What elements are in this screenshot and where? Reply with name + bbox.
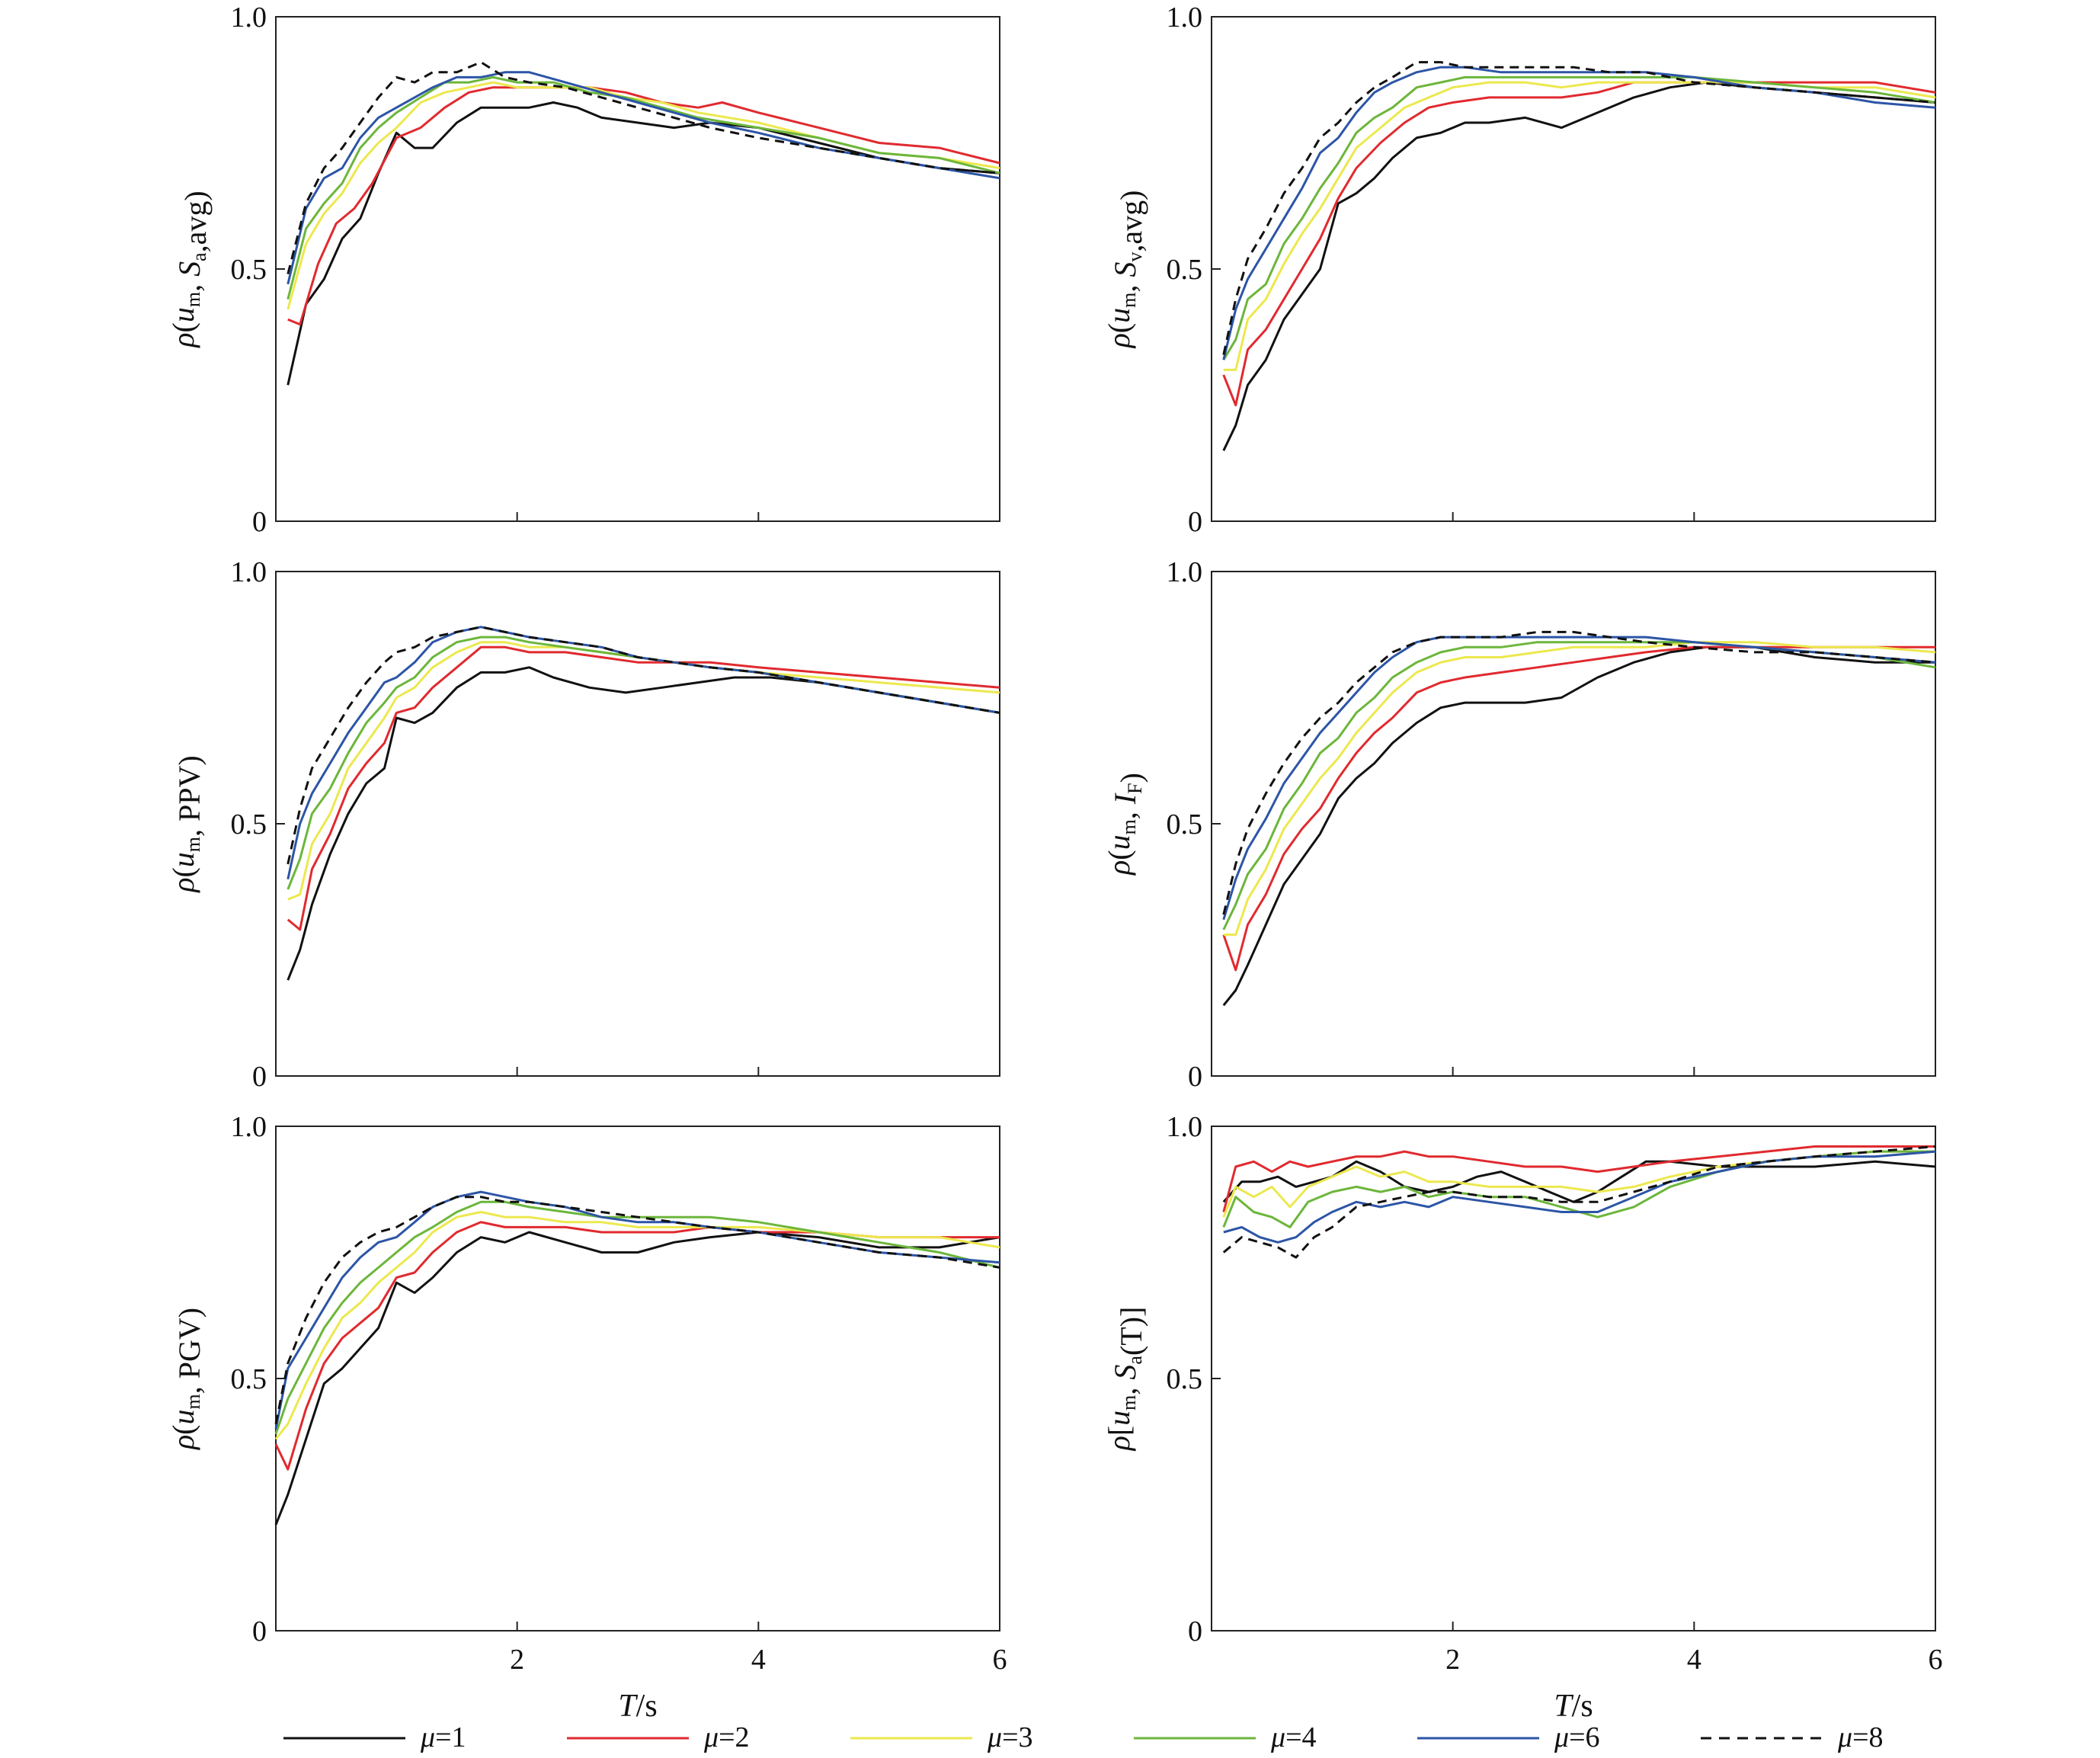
series-line-mu6 [287, 71, 1000, 285]
legend-label-mu4: μ=4 [1270, 1721, 1317, 1753]
y-tick-label: 0 [252, 1061, 267, 1093]
y-tick-label: 0.5 [231, 809, 267, 841]
y-tick-label: 0 [252, 1616, 267, 1648]
series-line-mu1 [1222, 81, 1936, 451]
y-tick-label: 0 [1188, 506, 1202, 538]
y-axis-label: ρ(um, Sa,avg) [166, 191, 213, 348]
x-tick-label: 2 [1445, 1644, 1460, 1676]
series-line-mu3 [1223, 81, 1936, 371]
y-tick-label: 1.0 [1167, 2, 1203, 34]
series-line-mu6 [1223, 1150, 1936, 1244]
series-line-mu3 [274, 1211, 1000, 1440]
series-line-mu4 [274, 1200, 1000, 1435]
y-tick-label: 0 [1188, 1616, 1202, 1648]
series-line-mu8 [1222, 61, 1936, 355]
y-axis-label: ρ[um, Sa(T)] [1102, 1307, 1148, 1452]
y-axis-label: ρ(um, Sv,avg) [1102, 191, 1148, 350]
y-tick-label: 0.5 [1167, 254, 1203, 286]
legend: μ=1 μ=2 μ=3 μ=4 μ=6 μ=8 [283, 1721, 1884, 1753]
legend-label-mu1: μ=1 [420, 1721, 466, 1753]
plot-frame [275, 16, 1000, 522]
y-tick-label: 1.0 [231, 556, 267, 588]
series-line-mu8 [1222, 630, 1936, 915]
chart-panel-4: 0 0.5 1.0 ρ(um, IF) [1102, 556, 1936, 1093]
legend-label-mu2: μ=2 [703, 1721, 750, 1753]
series-line-mu8 [274, 1196, 1000, 1424]
y-tick-label: 1.0 [231, 1111, 267, 1143]
series-line-mu1 [1222, 645, 1935, 1007]
series-line-mu6 [287, 626, 1000, 880]
x-axis-label: T/s [618, 1689, 657, 1724]
y-tick-label: 0.5 [1167, 1363, 1203, 1395]
series-line-mu6 [1222, 636, 1936, 921]
legend-label-mu8: μ=8 [1837, 1721, 1884, 1753]
y-tick-label: 0.5 [1167, 809, 1203, 841]
series-line-mu4 [1222, 641, 1936, 930]
y-axis-label: ρ(um, PPV) [166, 755, 206, 893]
y-tick-label: 0 [1188, 1061, 1202, 1093]
y-tick-label: 0 [252, 506, 267, 538]
chart-panel-6: 0 0.5 1.0 2 4 6 ρ[um, Sa(T)] [1102, 1111, 1943, 1676]
series-line-mu1 [1222, 1160, 1936, 1203]
chart-panel-1: 0 0.5 1.0 ρ(um, Sa,avg) [166, 2, 1000, 538]
legend-label-mu6: μ=6 [1554, 1721, 1600, 1753]
series-line-mu4 [287, 636, 1000, 890]
y-axis-label: ρ(um, PGV) [166, 1308, 206, 1451]
y-tick-label: 1.0 [231, 2, 267, 34]
x-tick-label: 6 [993, 1644, 1007, 1676]
chart-panel-5: 0 0.5 1.0 2 4 6 ρ(um, PGV) [166, 1111, 1007, 1676]
series-line-mu2 [274, 1221, 1000, 1471]
series-line-mu2 [287, 645, 1000, 931]
chart-panel-2: 0 0.5 1.0 ρ(um, Sv,avg) [1102, 2, 1936, 538]
y-tick-label: 1.0 [1167, 1111, 1203, 1143]
x-tick-label: 6 [1929, 1644, 1943, 1676]
series-line-mu3 [287, 81, 1000, 310]
series-line-mu8 [287, 61, 1000, 274]
y-tick-label: 0.5 [231, 1363, 267, 1395]
chart-panel-3: 0 0.5 1.0 ρ(um, PPV) [166, 556, 1000, 1093]
series-line-mu8 [1222, 1145, 1936, 1259]
x-axis-label: T/s [1554, 1689, 1593, 1724]
plot-frame [275, 571, 1000, 1077]
series-line-mu3 [1223, 641, 1936, 937]
series-line-mu1 [287, 666, 1000, 981]
y-tick-label: 1.0 [1167, 556, 1203, 588]
series-line-mu2 [1222, 1145, 1935, 1212]
series-line-mu3 [1222, 1150, 1935, 1218]
series-line-mu1 [274, 1231, 1000, 1526]
series-line-mu6 [1222, 66, 1936, 360]
series-line-mu4 [287, 75, 1000, 300]
x-tick-label: 4 [751, 1644, 766, 1676]
legend-label-mu3: μ=3 [987, 1721, 1033, 1753]
series-line-mu2 [1222, 645, 1935, 972]
series-line-mu2 [1222, 81, 1936, 407]
x-tick-label: 4 [1687, 1644, 1701, 1676]
x-tick-label: 2 [510, 1644, 524, 1676]
plot-frame [275, 1126, 1000, 1632]
y-axis-label: ρ(um, IF) [1102, 773, 1148, 876]
y-tick-label: 0.5 [231, 254, 267, 286]
series-line-mu3 [287, 641, 1000, 901]
